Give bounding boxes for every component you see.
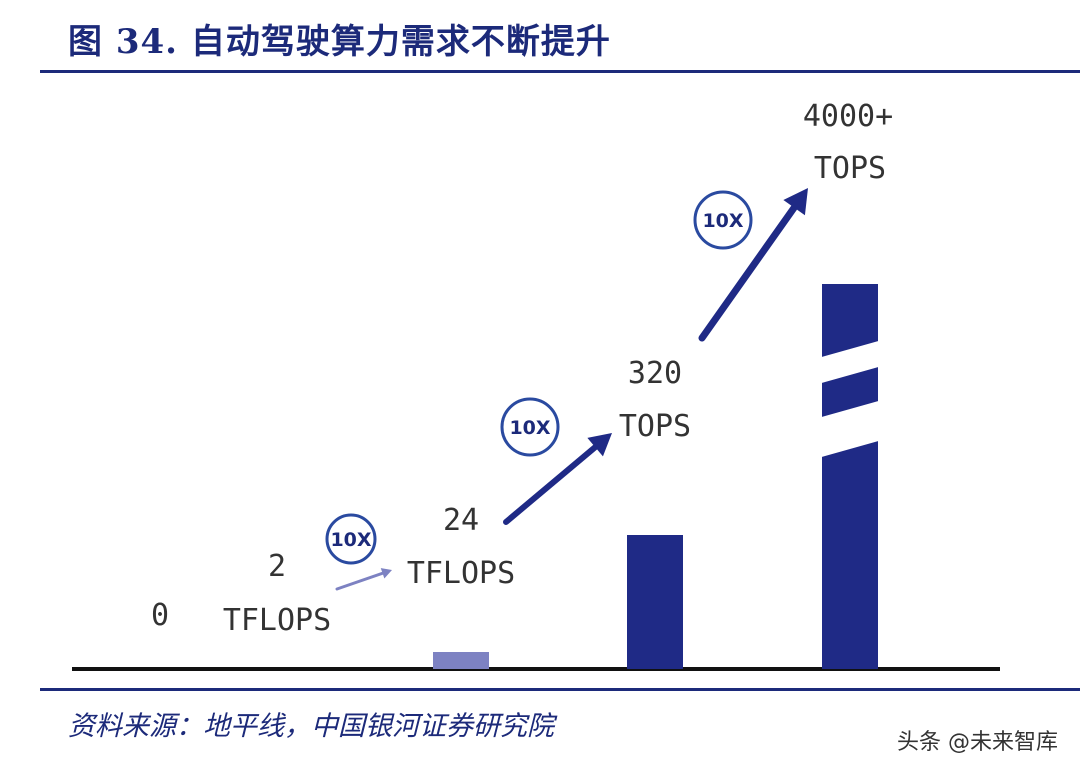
bar-4000-tops (822, 284, 878, 669)
growth-arrow-3 (698, 204, 798, 342)
growth-badge-label-3: 10X (702, 210, 743, 232)
source-note: 资料来源：地平线，中国银河证券研究院 (68, 711, 554, 742)
growth-arrowhead-1 (380, 568, 392, 579)
growth-arrow-2 (503, 444, 599, 525)
growth-badge-2 (500, 397, 560, 457)
growth-badge-label-1: 10X (330, 529, 371, 551)
chart-area: 0 2 TFLOPS 24 TFLOPS 320 TOPS 4000+ TOPS 10X 10X 10… (72, 99, 1000, 671)
axis-break-gap-2 (818, 400, 882, 458)
value-label-3-1: TOPS (619, 409, 691, 444)
value-label-2-1: TFLOPS (407, 556, 515, 591)
growth-arrowhead-3 (783, 188, 808, 216)
value-label-4-1: TOPS (814, 151, 886, 186)
growth-arrowhead-2 (587, 433, 612, 457)
value-label-2-0: 24 (443, 503, 479, 538)
value-label-1-0: 2 (268, 549, 286, 584)
growth-badge-1 (325, 513, 377, 565)
growth-badge-3 (693, 190, 753, 250)
chart-title: 图 34. 自动驾驶算力需求不断提升 (68, 22, 611, 62)
value-label-4-0: 4000+ (803, 99, 893, 134)
bar-320-tops (627, 535, 683, 669)
value-label-0-0: 0 (151, 598, 169, 633)
footer-divider (40, 688, 1080, 691)
axis-break-gap-1 (818, 340, 882, 384)
watermark: 头条 @未来智库 (897, 730, 1058, 755)
bar-24-tflops (433, 652, 489, 669)
value-label-1-1: TFLOPS (223, 603, 331, 638)
title-divider (40, 70, 1080, 73)
value-label-3-0: 320 (628, 356, 682, 391)
growth-badge-label-2: 10X (509, 417, 550, 439)
growth-arrow-1 (335, 571, 385, 591)
